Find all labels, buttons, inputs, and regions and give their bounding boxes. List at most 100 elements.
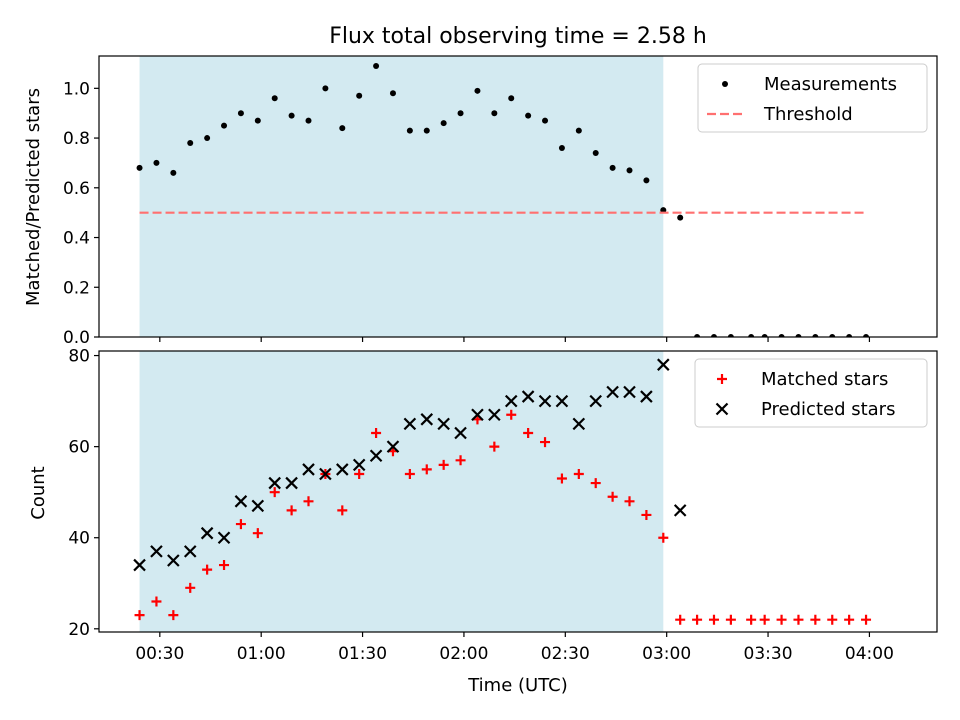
bottom-matched-stars-point (746, 614, 757, 625)
bottom-matched-stars-point (540, 437, 551, 448)
bottom-y-axis-label: Count (28, 466, 49, 519)
bottom-y-tick-label: 60 (68, 438, 90, 458)
bottom-matched-stars-point (708, 614, 719, 625)
bottom-legend-box (694, 358, 928, 428)
top-legend-marker (722, 81, 728, 87)
bottom-y-tick-label: 40 (68, 529, 90, 549)
top-y-axis-label: Matched/Predicted stars (23, 88, 44, 306)
bottom-matched-stars-point (506, 409, 517, 420)
top-measurements-point (626, 167, 633, 174)
x-tick-label: 02:30 (541, 644, 590, 664)
bottom-predicted-stars-point (234, 495, 248, 508)
bottom-predicted-stars-point (133, 558, 146, 572)
bottom-matched-stars-point (607, 491, 618, 502)
bottom-matched-stars-point (793, 614, 804, 625)
bottom-matched-stars-point (658, 532, 669, 543)
top-measurements-point (457, 110, 464, 117)
bottom-matched-stars-point (692, 614, 703, 625)
bottom-matched-stars-point (827, 614, 838, 625)
top-measurements-point (288, 112, 295, 119)
x-tick-label: 02:00 (439, 644, 488, 664)
x-tick-label: 01:30 (338, 644, 387, 664)
bottom-matched-stars-point (725, 614, 736, 625)
bottom-matched-stars-point (354, 468, 365, 479)
top-y-tick-label: 0.6 (63, 179, 90, 199)
bottom-y-tick-label: 20 (68, 620, 90, 640)
bottom-matched-stars-point (337, 505, 348, 516)
top-measurements-point (389, 90, 396, 97)
top-measurements-point (778, 334, 785, 337)
bottom-predicted-stars-point (437, 417, 450, 431)
bottom-matched-stars-point (455, 455, 466, 466)
bottom-predicted-stars-point (251, 499, 265, 513)
bottom-matched-stars-point (641, 509, 652, 520)
bottom-matched-stars-point (202, 564, 213, 575)
x-tick-label: 01:00 (237, 644, 286, 664)
bottom-matched-stars-point (371, 427, 382, 438)
x-axis-label: Time (UTC) (467, 675, 568, 696)
bottom-legend-marker (715, 402, 729, 416)
top-measurements-point (271, 95, 278, 102)
top-measurements-point (474, 87, 481, 94)
bottom-predicted-stars-point (386, 440, 400, 453)
bottom-matched-stars-point (421, 464, 432, 475)
bottom-predicted-stars-point (589, 394, 602, 408)
top-measurements-point (508, 95, 515, 102)
bottom-predicted-stars-point (183, 545, 197, 558)
bottom-plot-area (133, 358, 872, 625)
top-measurements-point (748, 334, 755, 337)
bottom-legend-label: Matched stars (761, 369, 888, 390)
top-legend-label: Measurements (764, 74, 897, 95)
top-measurements-point (592, 149, 599, 156)
bottom-panel: 00:30 01:00 01:30 02:00 02:30 03:00 03:30 04:00… (68, 347, 938, 664)
bottom-matched-stars-point (185, 582, 196, 593)
bottom-matched-stars-point (438, 459, 449, 470)
bottom-predicted-stars-point (555, 394, 569, 408)
bottom-predicted-stars-point (640, 390, 653, 403)
bottom-matched-stars-point (134, 610, 145, 621)
bottom-matched-stars-point (675, 614, 686, 625)
top-measurements-point (187, 140, 194, 147)
bottom-matched-stars-point (286, 505, 297, 516)
top-measurements-point (339, 125, 346, 132)
bottom-predicted-stars-point (217, 531, 231, 545)
top-y-tick-label: 0.4 (63, 229, 90, 249)
bottom-matched-stars-point (489, 441, 500, 452)
bottom-matched-stars-point (523, 427, 534, 438)
bottom-matched-stars-point (404, 468, 415, 479)
top-y-tick-label: 0.2 (63, 278, 90, 298)
bottom-predicted-stars-point (200, 526, 214, 540)
top-measurements-point (795, 334, 802, 337)
top-measurements-point (406, 127, 413, 134)
top-legend-label: Threshold (763, 104, 853, 125)
bottom-matched-stars-point (810, 614, 821, 625)
top-measurements-point (812, 334, 819, 337)
top-measurements-point (558, 145, 565, 152)
bottom-predicted-stars-point (319, 467, 332, 481)
bottom-predicted-stars-point (150, 545, 163, 558)
top-measurements-point (575, 127, 582, 134)
bottom-predicted-stars-point (538, 394, 552, 408)
x-tick-label: 03:30 (744, 644, 793, 664)
bottom-predicted-stars-point (521, 390, 535, 403)
top-measurements-point (440, 120, 447, 127)
bottom-matched-stars-point (168, 610, 179, 621)
top-measurements-point (356, 92, 363, 99)
x-tick-label: 04:00 (845, 644, 894, 664)
top-measurements-point (761, 334, 768, 337)
top-shaded-region (139, 56, 664, 337)
top-y-tick-label: 0.0 (63, 328, 90, 348)
bottom-y-tick-label: 80 (68, 347, 90, 367)
bottom-predicted-stars-point (369, 449, 383, 463)
bottom-legend: Matched stars Predicted stars (694, 358, 928, 428)
bottom-predicted-stars-point (167, 554, 180, 567)
bottom-axes-frame (98, 350, 938, 633)
top-y-tick-label: 0.8 (63, 129, 90, 149)
bottom-predicted-stars-point (420, 413, 434, 426)
bottom-predicted-stars-point (285, 476, 298, 490)
chart-title: Flux total observing time = 2.58 h (329, 24, 707, 49)
bottom-predicted-stars-point (504, 394, 518, 408)
x-tick-label: 03:00 (642, 644, 691, 664)
bottom-predicted-stars-point (336, 463, 349, 476)
